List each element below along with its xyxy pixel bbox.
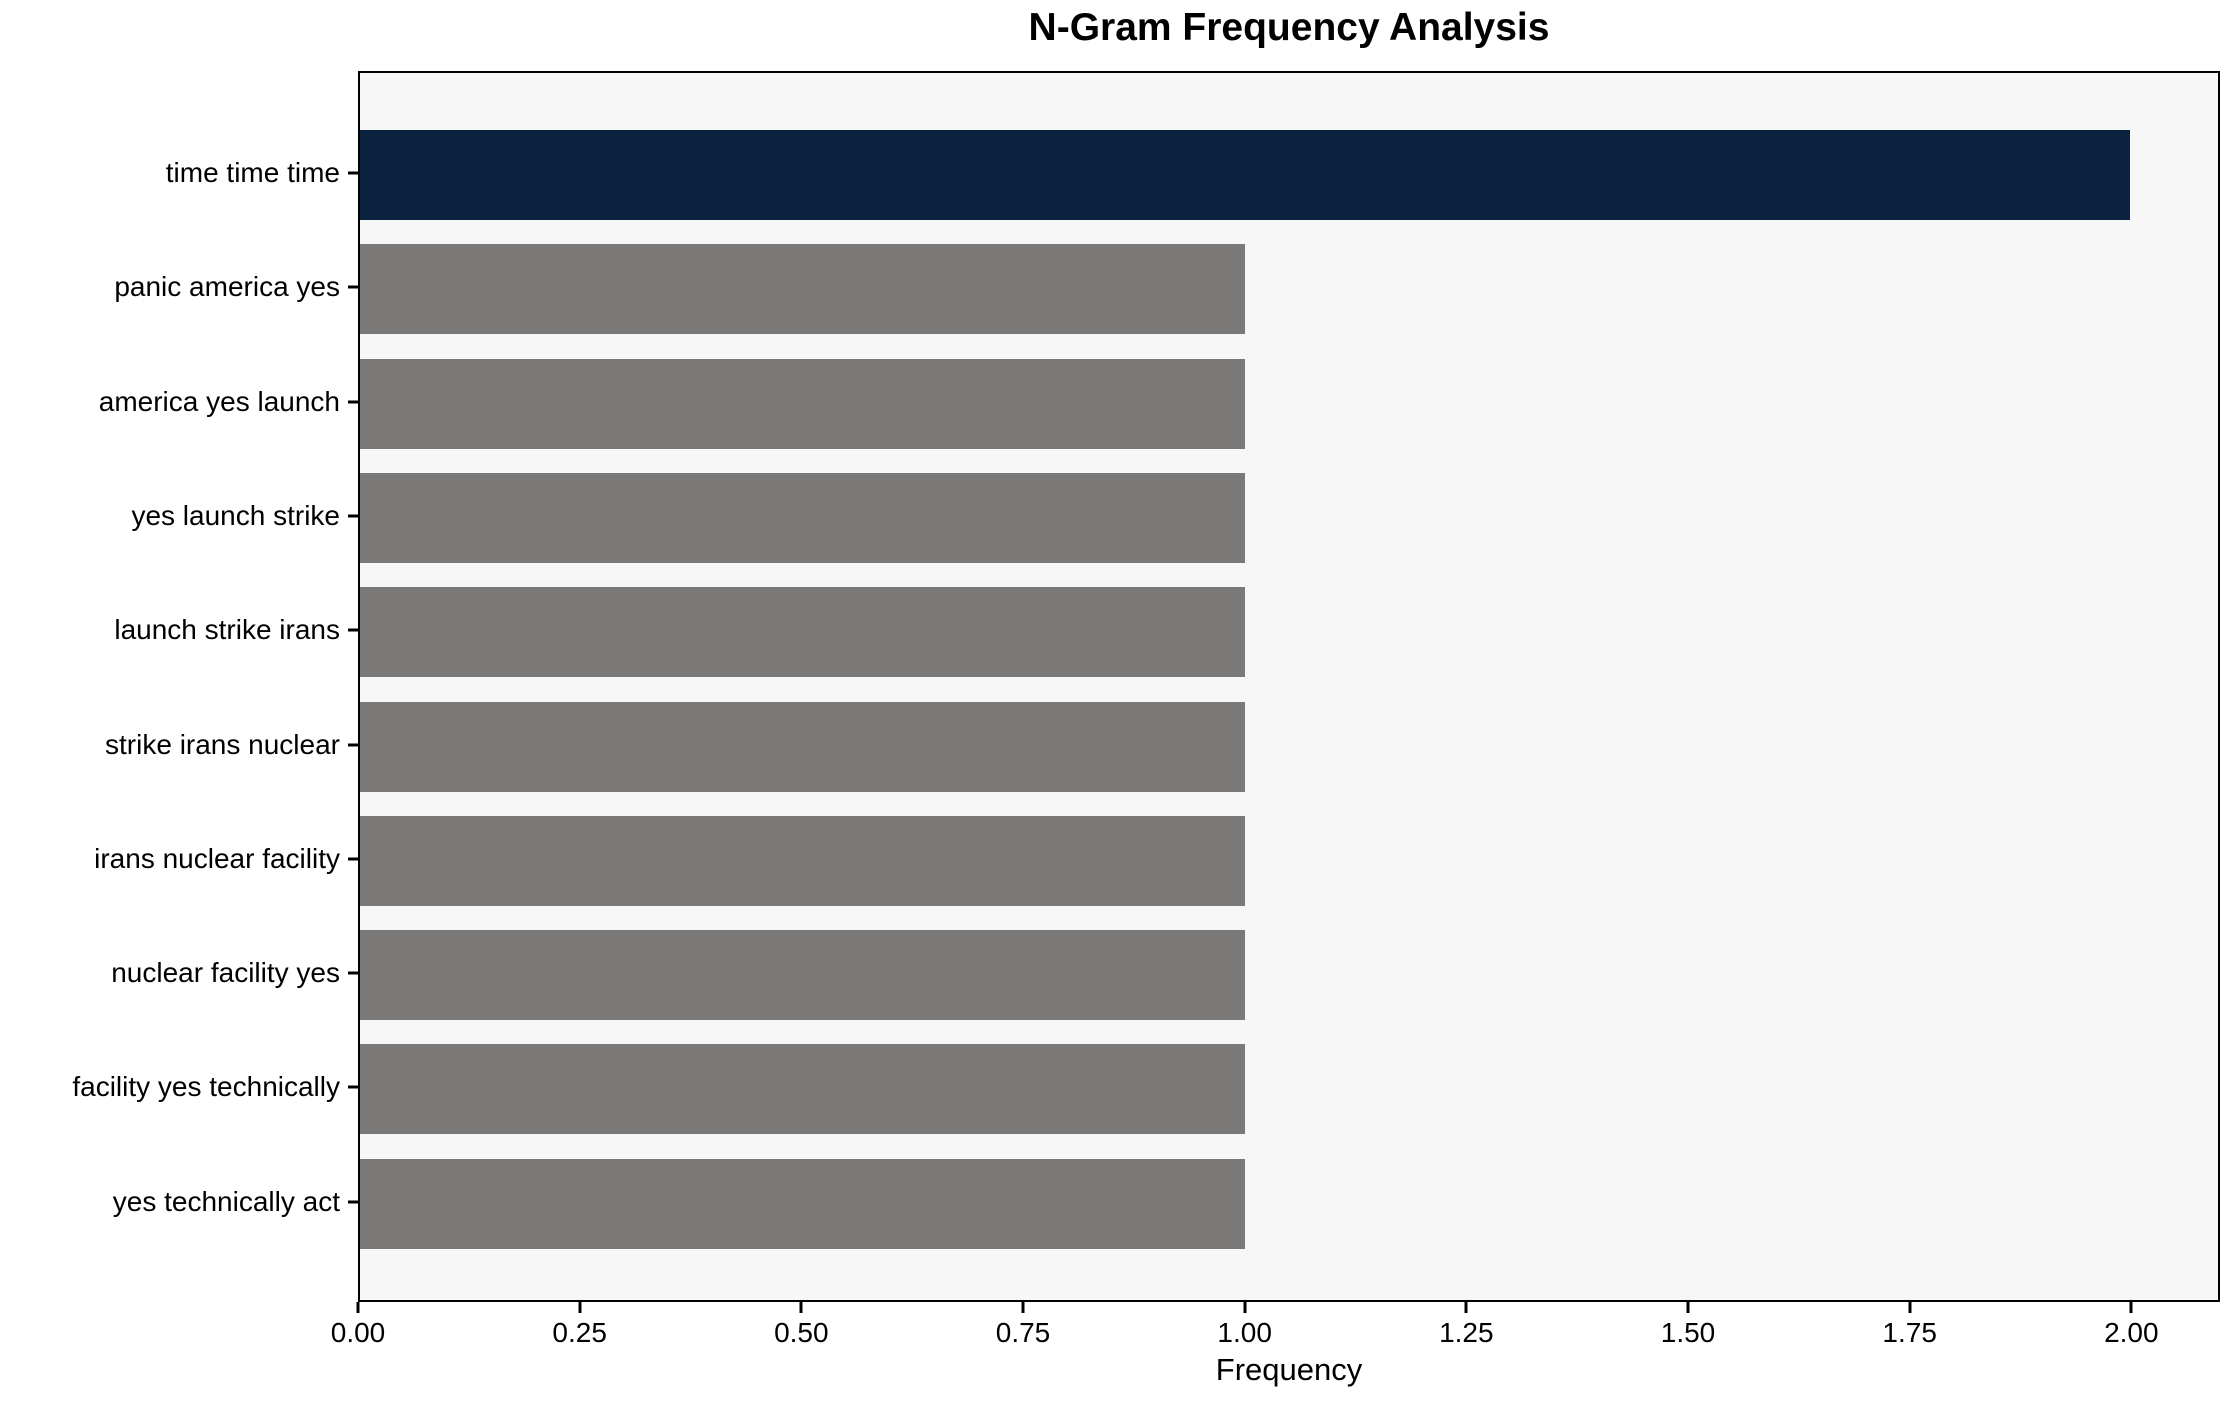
chart-title: N-Gram Frequency Analysis	[1028, 6, 1550, 49]
xtick-mark	[356, 1302, 360, 1313]
ytick-mark	[348, 1085, 358, 1089]
ytick-label-america-yes-launch: america yes launch	[98, 385, 340, 417]
xtick-mark	[1464, 1302, 1468, 1313]
bar-yes-launch-strike	[360, 472, 1245, 563]
xtick-mark	[1243, 1302, 1247, 1313]
xtick-label-0.25: 0.25	[552, 1317, 607, 1348]
x-axis-label: Frequency	[1215, 1352, 1363, 1387]
xtick-label-1.50: 1.50	[1660, 1317, 1716, 1348]
ytick-mark	[348, 171, 358, 175]
xtick-label-0.75: 0.75	[995, 1317, 1051, 1348]
ytick-mark	[348, 400, 358, 404]
bar-facility-yes-technically	[360, 1044, 1245, 1135]
ytick-label-facility-yes-technically: facility yes technically	[72, 1071, 340, 1103]
xtick-label-1.25: 1.25	[1439, 1317, 1494, 1348]
ytick-mark	[348, 628, 358, 632]
bar-nuclear-facility-yes	[360, 930, 1245, 1021]
ytick-label-strike-irans-nuclear: strike irans nuclear	[105, 728, 340, 760]
xtick-mark	[1686, 1302, 1690, 1313]
xtick-label-0.50: 0.50	[774, 1317, 829, 1348]
ytick-label-nuclear-facility-yes: nuclear facility yes	[111, 957, 340, 989]
ytick-label-yes-technically-act: yes technically act	[112, 1185, 340, 1217]
bar-america-yes-launch	[360, 358, 1245, 449]
xtick-label-0.00: 0.00	[330, 1317, 386, 1348]
bar-strike-irans-nuclear	[360, 701, 1245, 792]
bar-panic-america-yes	[360, 244, 1245, 335]
ytick-label-panic-america-yes: panic america yes	[114, 271, 340, 303]
xtick-mark	[799, 1302, 803, 1313]
xtick-label-1.75: 1.75	[1882, 1317, 1937, 1348]
xtick-label-2.00: 2.00	[2104, 1317, 2159, 1348]
ytick-mark	[348, 285, 358, 289]
ytick-label-launch-strike-irans: launch strike irans	[114, 614, 340, 646]
xtick-mark	[2129, 1302, 2133, 1313]
ytick-label-time-time-time: time time time	[165, 157, 340, 188]
xtick-label-1.00: 1.00	[1217, 1317, 1272, 1348]
bar-launch-strike-irans	[360, 587, 1245, 678]
ytick-mark	[348, 971, 358, 975]
bar-irans-nuclear-facility	[360, 815, 1245, 906]
xtick-mark	[1021, 1302, 1025, 1313]
bar-yes-technically-act	[360, 1158, 1245, 1249]
ytick-mark	[348, 857, 358, 861]
ytick-label-irans-nuclear-facility: irans nuclear facility	[94, 842, 340, 874]
ytick-mark	[348, 1200, 358, 1204]
bar-time-time-time	[360, 130, 2130, 220]
xtick-mark	[1908, 1302, 1912, 1313]
plot-area	[358, 71, 2220, 1302]
xtick-mark	[578, 1302, 582, 1313]
ytick-label-yes-launch-strike: yes launch strike	[131, 499, 340, 531]
ytick-mark	[348, 514, 358, 518]
ytick-mark	[348, 743, 358, 746]
